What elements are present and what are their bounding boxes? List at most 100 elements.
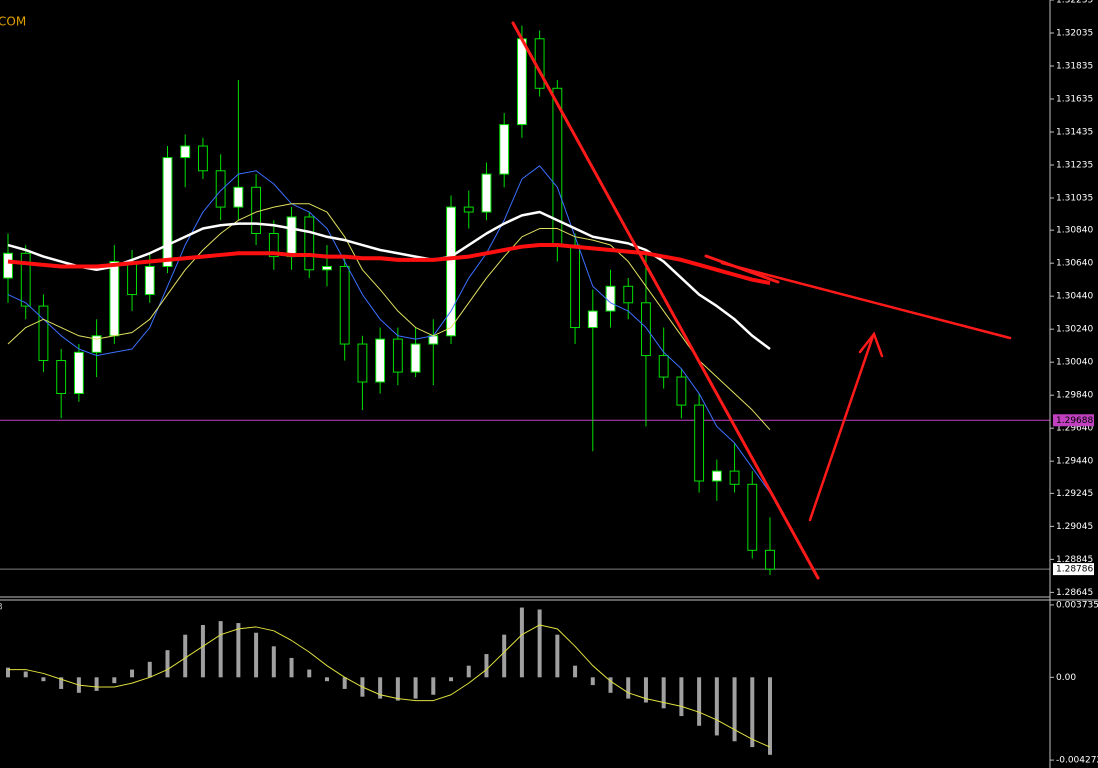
histogram-bar [555,634,560,678]
histogram-bar [679,677,684,717]
candle-body [694,404,705,482]
chart-title: COM [0,15,26,29]
candle-body [428,335,439,345]
candle-body [711,470,722,482]
y-tick-label: 1.30040 [1056,358,1093,368]
candle-body [392,338,403,373]
candle-body [251,186,262,234]
price-panel: 1.32235 1.32035 1.31835 1.31635 1.31435 1.312… [0,0,1094,598]
y-tick-label: 1.29640 [1056,424,1093,434]
histogram-bar [324,677,329,682]
histogram-bar [236,623,241,678]
y-tick-label: 1.31635 [1056,95,1093,105]
histogram-bar [289,657,294,678]
histogram-bar [395,677,400,701]
candle-body [570,244,580,329]
histogram-bar [750,677,755,748]
histogram-bar [590,677,595,686]
y-tick-label: 1.29245 [1056,489,1093,499]
y-tick-label: 0.00 [1056,673,1076,683]
candle-body [73,351,84,395]
histogram-bar [431,677,436,695]
histogram-bar [41,677,46,682]
histogram-bar [661,677,666,709]
moving-average [7,210,771,350]
histogram-bar [449,677,454,682]
candle-body [410,343,421,373]
indicator-title: 3 [0,603,3,613]
moving-average [7,165,771,493]
candle-body [375,338,386,383]
y-tick-label: 1.28645 [1056,588,1093,598]
candle-body [109,261,120,337]
candle-body [605,285,616,312]
histogram-bar [147,661,152,678]
histogram-bar [6,667,10,678]
histogram-bar [714,677,719,736]
histogram-bar [200,624,205,678]
candle-body [304,216,315,271]
signal-line [8,624,771,748]
candle-body [198,145,208,172]
histogram-bar [466,665,471,678]
candle-body [38,305,49,362]
histogram-bar [59,677,64,689]
histogram-bar [413,677,418,699]
y-tick-label: -0.004272 [1056,756,1098,766]
histogram-bar [342,677,347,689]
candle-body [268,232,279,258]
candle-body [481,173,492,213]
y-tick-label: 1.31435 [1056,128,1093,138]
moving-average [7,243,771,285]
histogram-bar [130,669,135,678]
candle-body [747,483,758,551]
candle-body [180,145,191,159]
candle-body [144,265,155,296]
histogram-bar [112,677,117,684]
candle-body [446,206,456,337]
candle-body [286,216,297,258]
trend-line [511,21,820,580]
candle-body [233,186,244,208]
candle-body [658,355,669,378]
histogram-bar [165,650,170,678]
y-tick-label: 1.29840 [1056,391,1093,401]
candle-body [322,265,332,271]
histogram-bar [23,671,28,678]
y-tick-label: 1.30640 [1056,259,1093,269]
candle-body [463,206,474,213]
price-label-box [1053,414,1094,427]
candle-body [729,470,740,485]
histogram-bar [643,677,648,703]
y-tick-label: 1.32035 [1056,29,1093,39]
y-tick-label: 1.31235 [1056,161,1093,171]
arrow-head [858,331,884,358]
histogram-bar [218,621,223,678]
candle-body [3,252,13,279]
annotations [511,21,1012,580]
histogram-bar [626,677,631,699]
candle-body [587,310,598,329]
y-tick-label: 1.28845 [1056,555,1093,565]
y-tick-label: 1.30840 [1056,226,1093,236]
candle-body [339,265,350,345]
histogram-bar [537,609,542,678]
histogram-bar [519,607,524,678]
y-tick-label: 1.29440 [1056,457,1093,467]
candle-body [20,252,31,307]
candle-body [91,335,102,353]
candle-body [127,261,137,296]
histogram-bar [502,634,507,678]
histogram-bar [271,646,276,678]
y-tick-label: 1.32235 [1056,0,1093,6]
macd-panel: 0.003735 0.00 -0.004272 [6,600,1098,766]
histogram-bar [307,669,312,678]
histogram-bar [608,677,613,693]
histogram-bar [183,634,188,678]
candle-body [623,285,634,304]
histogram-bar [254,632,259,678]
arrow [808,334,875,522]
candle-body [641,302,651,357]
